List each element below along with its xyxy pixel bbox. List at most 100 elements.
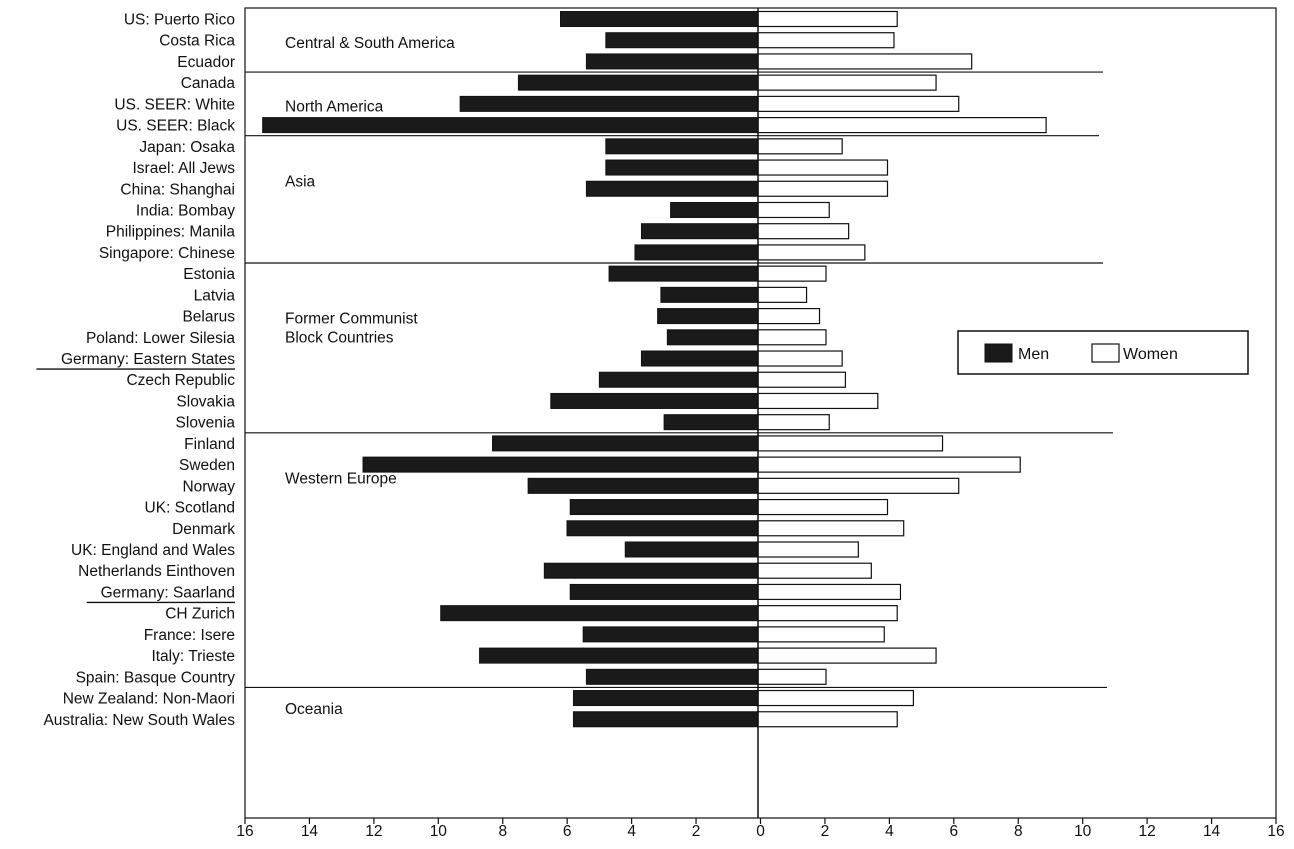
- x-tick-label: 16: [1267, 823, 1284, 840]
- x-tick-label: 12: [1139, 823, 1156, 840]
- category-label: Ecuador: [177, 54, 235, 71]
- bar-women: [757, 265, 827, 282]
- bar-men: [569, 583, 759, 600]
- bar-women: [757, 201, 830, 219]
- bar-women: [757, 223, 850, 240]
- group-label: Former Communist: [285, 311, 418, 328]
- category-label: Italy: Trieste: [151, 648, 235, 665]
- category-label: Latvia: [194, 287, 236, 304]
- legend-label-men: Men: [1018, 346, 1049, 363]
- bar-women: [757, 414, 830, 431]
- category-label: Denmark: [172, 521, 235, 538]
- category-label: Norway: [182, 478, 235, 495]
- bar-men: [666, 329, 759, 346]
- bar-men: [550, 392, 759, 409]
- bar-women: [757, 541, 859, 558]
- category-label: CH Zurich: [165, 606, 235, 623]
- category-label: US. SEER: White: [114, 96, 235, 113]
- category-label: Sweden: [179, 457, 235, 474]
- bar-women: [757, 95, 960, 112]
- bar-women: [757, 477, 960, 494]
- bar-men: [605, 32, 759, 49]
- bar-men: [517, 74, 759, 91]
- group-label: Central & South America: [285, 35, 455, 52]
- bar-women: [757, 74, 937, 91]
- bar-women: [757, 350, 843, 367]
- x-tick-label: 4: [627, 823, 636, 840]
- group-label: Asia: [285, 173, 316, 190]
- bar-women: [757, 456, 1021, 473]
- category-label: Germany: Saarland: [101, 584, 235, 601]
- category-label: Australia: New South Wales: [43, 712, 235, 729]
- bar-women: [757, 668, 827, 685]
- bar-men: [569, 499, 759, 516]
- x-tick-label: 6: [563, 823, 572, 840]
- category-label: Spain: Basque Country: [76, 669, 236, 686]
- bar-men: [624, 541, 759, 558]
- bar-men: [479, 647, 759, 664]
- group-label: Block Countries: [285, 330, 394, 347]
- bar-women: [757, 53, 973, 70]
- bar-men: [492, 435, 759, 452]
- category-label: Singapore: Chinese: [99, 245, 235, 262]
- bar-men: [262, 117, 759, 134]
- bar-women: [757, 10, 898, 28]
- bar-men: [640, 223, 759, 240]
- bar-men: [572, 690, 759, 707]
- bar-women: [757, 583, 902, 601]
- bar-men: [598, 371, 759, 388]
- bar-women: [757, 244, 866, 261]
- category-label: UK: Scotland: [145, 500, 235, 517]
- category-label: Czech Republic: [126, 372, 235, 389]
- category-label: Israel: All Jews: [132, 160, 235, 177]
- category-label: India: Bombay: [136, 202, 235, 219]
- bar-men: [663, 414, 759, 431]
- x-tick-label: 4: [885, 823, 894, 840]
- bar-women: [757, 307, 821, 325]
- bar-men: [582, 626, 759, 643]
- bar-men: [585, 668, 759, 685]
- x-tick-label: 10: [430, 823, 448, 840]
- category-label: Germany: Eastern States: [61, 351, 235, 368]
- bar-women: [757, 180, 889, 197]
- category-label: France: Isere: [144, 627, 235, 644]
- x-tick-label: 12: [365, 823, 382, 840]
- bar-women: [757, 689, 914, 707]
- bar-men: [362, 456, 759, 473]
- bar-men: [572, 711, 759, 728]
- category-label: UK: England and Wales: [71, 542, 235, 559]
- x-tick-label: 14: [301, 823, 319, 840]
- category-label: China: Shanghai: [120, 181, 235, 198]
- category-label: Slovakia: [176, 393, 235, 410]
- group-label: North America: [285, 99, 384, 116]
- bar-women: [757, 647, 937, 664]
- category-label: Belarus: [182, 309, 235, 326]
- bar-women: [757, 329, 827, 346]
- bar-men: [608, 265, 759, 282]
- bar-men: [440, 605, 759, 622]
- x-tick-label: 2: [821, 823, 830, 840]
- x-tick-label: 6: [950, 823, 959, 840]
- bar-women: [757, 498, 889, 516]
- bar-men: [657, 308, 759, 325]
- category-label: New Zealand: Non-Maori: [63, 691, 235, 708]
- category-label: Slovenia: [176, 415, 236, 432]
- category-label: Canada: [181, 75, 236, 92]
- category-label: Finland: [184, 436, 235, 453]
- bar-men: [585, 180, 759, 197]
- x-tick-label: 16: [236, 823, 253, 840]
- bar-men: [634, 244, 759, 261]
- bar-women: [757, 605, 898, 622]
- x-tick-label: 8: [498, 823, 507, 840]
- bar-men: [605, 159, 759, 176]
- bar-women: [757, 286, 808, 303]
- bar-women: [757, 520, 905, 537]
- x-tick-label: 8: [1014, 823, 1023, 840]
- legend-label-women: Women: [1123, 346, 1178, 363]
- bar-women: [757, 32, 895, 49]
- category-label: Poland: Lower Silesia: [86, 330, 235, 347]
- bar-women: [757, 626, 885, 643]
- category-label: Costa Rica: [159, 33, 235, 50]
- group-label: Oceania: [285, 701, 343, 718]
